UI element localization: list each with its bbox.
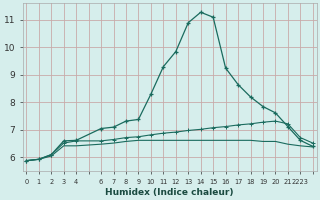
X-axis label: Humidex (Indice chaleur): Humidex (Indice chaleur)	[105, 188, 234, 197]
